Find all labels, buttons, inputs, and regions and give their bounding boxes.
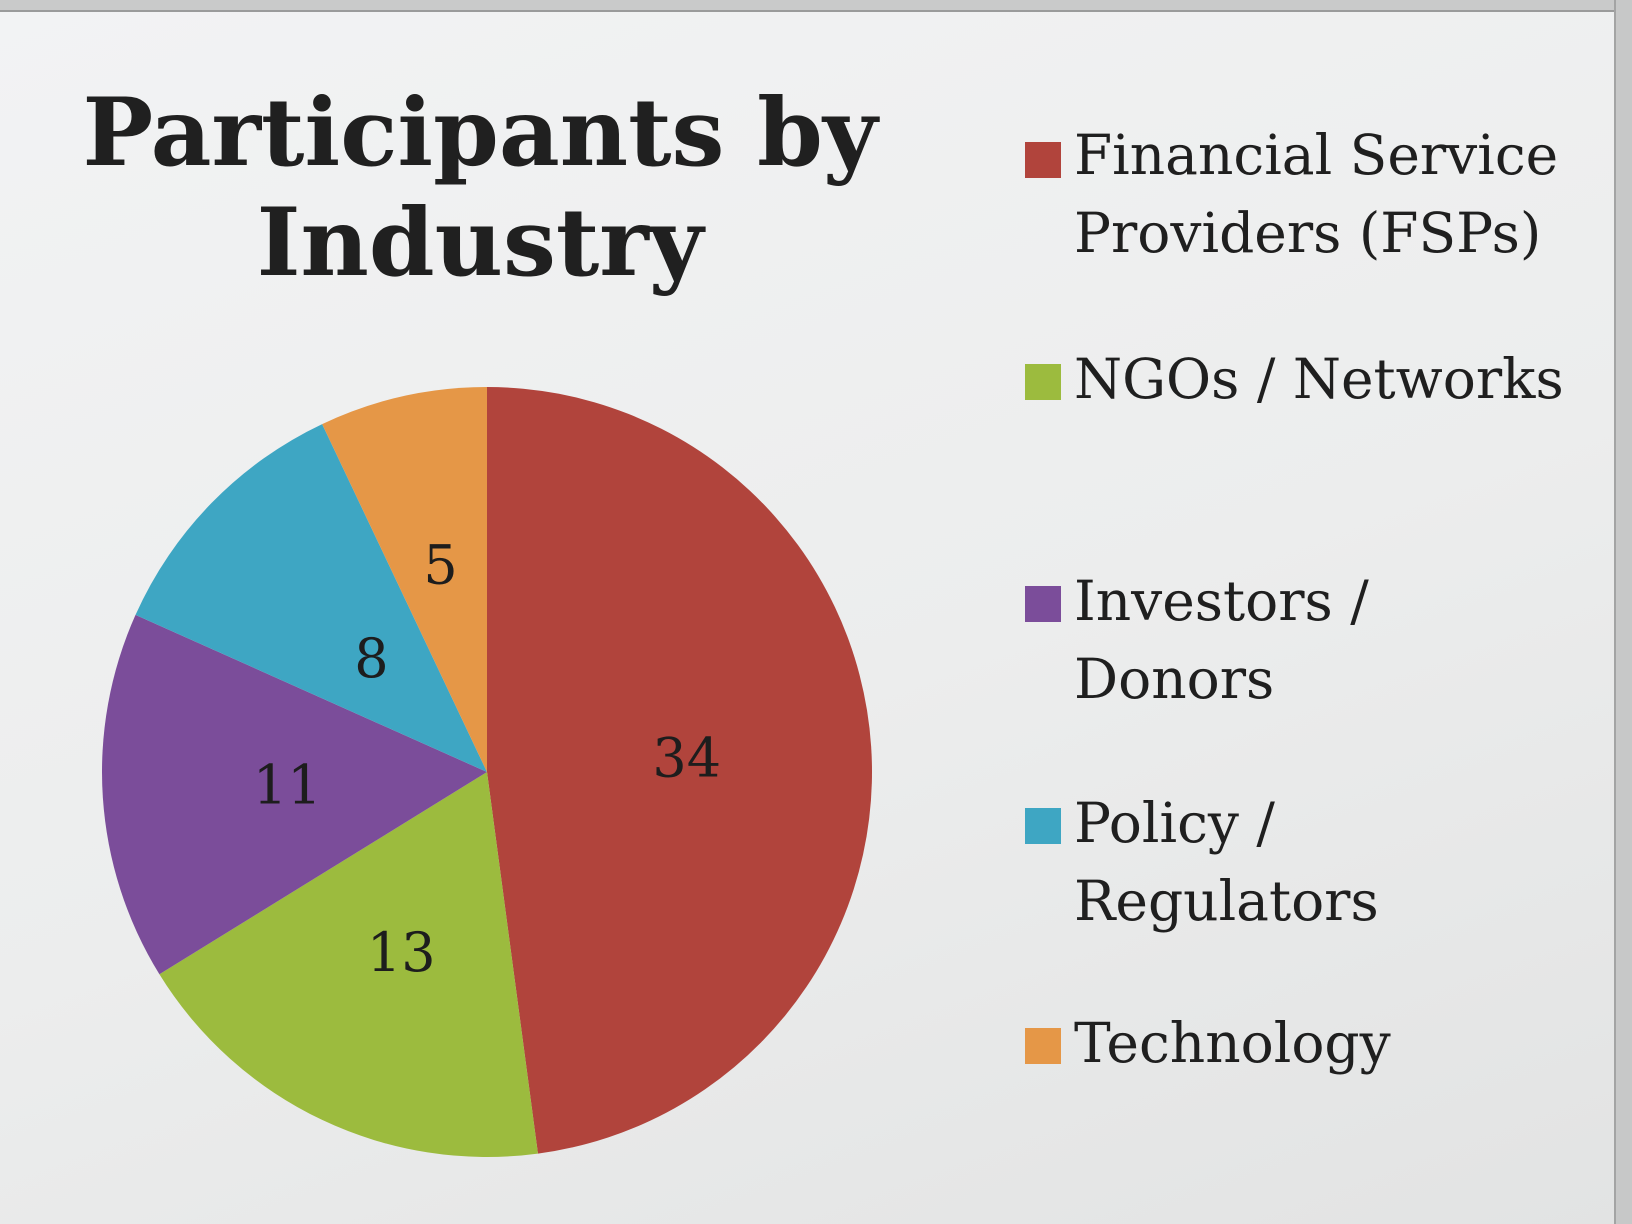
page-right-edge [1614,0,1632,1224]
legend-label-policy-line2: Regulators [1074,869,1379,933]
legend-label-ngos-line1: NGOs / Networks [1074,347,1564,411]
legend-label-investors-line2: Donors [1074,647,1275,711]
legend-label-policy: Policy / Regulators [1074,784,1379,940]
legend-swatch-technology [1025,1028,1061,1064]
legend-label-technology-line1: Technology [1074,1011,1391,1075]
legend-label-fsps-line2: Providers (FSPs) [1074,201,1542,265]
legend-label-investors-line1: Investors / [1074,569,1369,633]
slice-value-label-ngos: 13 [367,921,436,984]
slice-value-label-policy: 8 [354,627,388,690]
pie-chart: 34 13 11 85 [101,387,872,1157]
legend-label-fsps-line1: Financial Service [1074,123,1559,187]
pie-slice-ngos [159,772,538,1157]
slice-value-label-fsps: 34 [652,727,721,790]
legend-swatch-policy [1025,808,1061,844]
legend: Financial Service Providers (FSPs) NGOs … [1022,0,1622,1224]
slice-value-label-investors: 11 [253,753,322,816]
slice-value-label-technology: 5 [423,533,457,596]
legend-label-investors: Investors / Donors [1074,562,1369,718]
legend-swatch-investors [1025,586,1061,622]
pie-slice-technology [322,387,487,772]
legend-label-technology: Technology [1074,1004,1391,1082]
page-top-edge [0,0,1632,12]
legend-label-policy-line1: Policy / [1074,791,1275,855]
legend-swatch-ngos [1025,364,1061,400]
pie-slice-fsps [487,387,872,1154]
legend-label-ngos: NGOs / Networks [1074,340,1564,418]
pie-slice-policy [135,424,487,772]
chart-title: Participants by Industry [82,78,878,298]
legend-label-fsps: Financial Service Providers (FSPs) [1074,116,1558,272]
legend-swatch-fsps [1025,142,1061,178]
pie-slice-investors [101,614,487,975]
